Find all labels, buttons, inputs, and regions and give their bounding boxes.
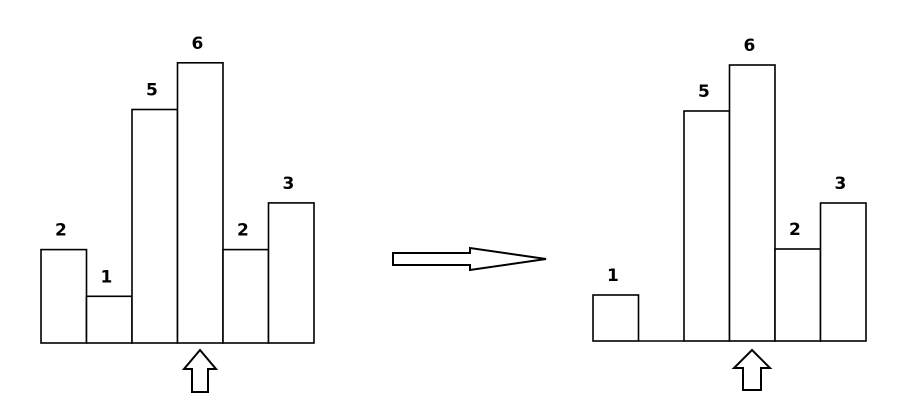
bar-value-label: 2	[55, 221, 67, 241]
chart-after: 1 5 6 2 3	[593, 36, 866, 341]
histogram-bar	[730, 65, 776, 341]
bar-value-label: 6	[192, 34, 204, 54]
bar-value-label: 6	[744, 36, 756, 56]
histogram-bar	[593, 295, 639, 341]
bar-value-label: 2	[789, 220, 801, 240]
bar-value-label: 1	[101, 267, 113, 287]
histogram-bar	[223, 250, 269, 343]
bar-value-label: 5	[146, 81, 158, 101]
bar-value-label: 3	[835, 174, 847, 194]
up-arrow-icon	[184, 350, 216, 392]
bar-value-label: 2	[237, 221, 249, 241]
histogram-bar	[132, 110, 178, 344]
histogram-bar	[269, 203, 315, 343]
histogram-bar	[41, 250, 87, 343]
histogram-bar	[775, 249, 821, 341]
histogram-bar	[684, 111, 730, 341]
chart-before: 2 1 5 6 2 3	[41, 34, 314, 343]
histogram-bar	[87, 296, 133, 343]
histogram-bar	[178, 63, 224, 343]
right-arrow-icon	[393, 248, 546, 270]
bar-value-label: 5	[698, 82, 710, 102]
up-arrow-icon	[734, 350, 770, 390]
histogram-bar	[821, 203, 867, 341]
bar-value-label: 1	[607, 266, 619, 286]
bar-value-label: 3	[283, 174, 295, 194]
